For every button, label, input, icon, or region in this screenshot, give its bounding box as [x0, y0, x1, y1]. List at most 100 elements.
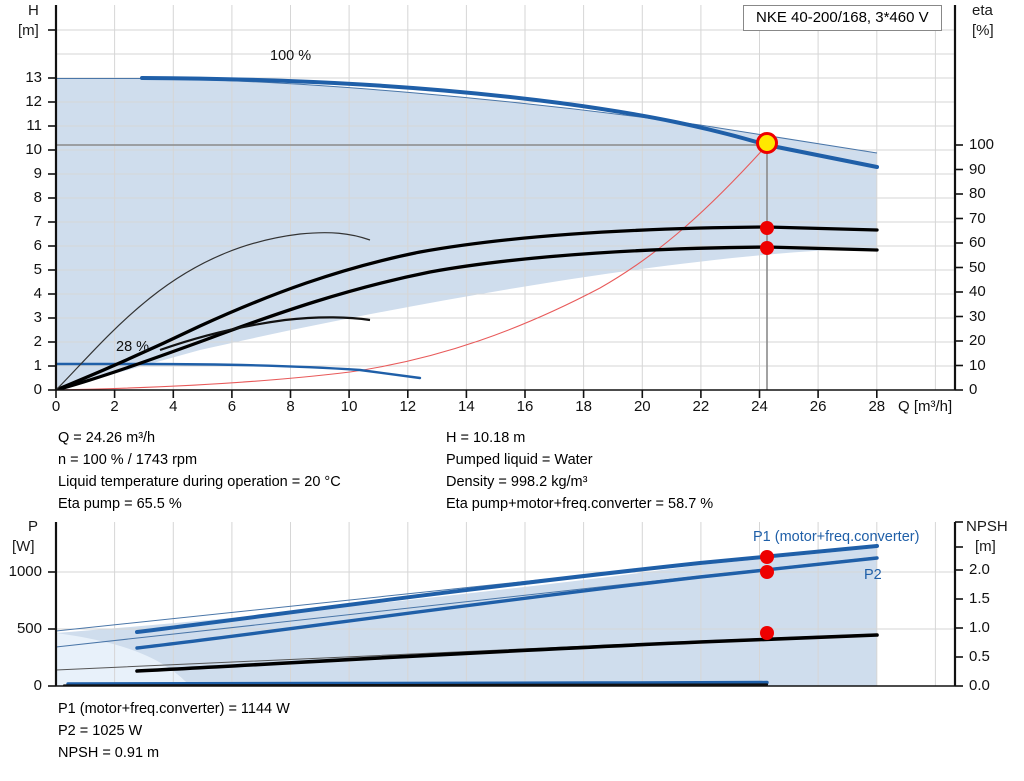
eta-total-marker	[760, 241, 774, 255]
info-n: n = 100 % / 1743 rpm	[58, 452, 198, 468]
npsh-curve-bottom	[66, 680, 769, 686]
power-envelope-light	[56, 636, 190, 686]
top-grid-horizontal	[56, 29, 955, 367]
p1-envelope-outline	[56, 544, 878, 632]
top-ytick-2: 2	[33, 333, 42, 350]
top-xtick-12: 12	[399, 398, 417, 415]
info-liquid: Pumped liquid = Water	[446, 452, 593, 468]
top-y-right-title: eta	[972, 2, 993, 19]
speed-label-100: 100 %	[270, 48, 312, 64]
top-xtick-22: 22	[692, 398, 710, 415]
bottom-y-left-title: P	[28, 518, 39, 535]
top-ytick-4: 4	[33, 285, 42, 302]
top-xtick-24: 24	[751, 398, 768, 415]
top-etatick-100: 100	[969, 136, 995, 153]
top-etatick-30: 30	[969, 308, 986, 325]
top-chart-svg	[48, 5, 963, 398]
top-etatick-60: 60	[969, 234, 986, 251]
bottom-y-right-ticks	[955, 521, 963, 687]
top-ytick-0: 0	[33, 381, 42, 398]
top-plot-content	[56, 5, 955, 390]
info-h: H = 10.18 m	[446, 430, 526, 446]
top-ytick-9: 9	[33, 165, 42, 182]
bottom-npshtick-15: 1.5	[969, 590, 990, 607]
bottom-y-left-unit: [W]	[12, 538, 35, 555]
top-y-left-unit: [m]	[18, 22, 39, 39]
info-liqtemp: Liquid temperature during operation = 20…	[58, 474, 341, 490]
info-npsh: NPSH = 0.91 m	[58, 745, 160, 761]
eta-pump-marker	[760, 221, 774, 235]
top-ytick-13: 13	[25, 69, 42, 86]
bottom-npshtick-20: 2.0	[969, 561, 990, 578]
top-xtick-4: 4	[169, 398, 178, 415]
p1-curve	[135, 544, 879, 634]
bottom-npshtick-05: 0.5	[969, 648, 990, 665]
top-etatick-90: 90	[969, 161, 986, 178]
p2-min-envelope-outline	[56, 633, 878, 671]
top-xtick-26: 26	[809, 398, 827, 415]
top-x-ticks	[55, 390, 878, 398]
info-p1: P1 (motor+freq.converter) = 1144 W	[58, 701, 290, 717]
top-xtick-18: 18	[575, 398, 592, 415]
bottom-ptick-1000: 1000	[8, 563, 42, 580]
p2-envelope-outline	[56, 556, 878, 648]
top-ytick-3: 3	[33, 309, 42, 326]
head-curve-100	[140, 76, 879, 169]
eta-pump-curve	[56, 225, 879, 390]
top-xtick-16: 16	[516, 398, 534, 415]
npsh-curve-bottom-dark	[62, 683, 769, 686]
bottom-npshtick-10: 1.0	[969, 619, 990, 636]
top-etatick-20: 20	[969, 332, 986, 349]
top-ytick-12: 12	[25, 93, 42, 110]
top-ytick-8: 8	[33, 189, 42, 206]
top-ytick-1: 1	[33, 357, 42, 374]
p2-curve-label: P2	[864, 567, 882, 583]
top-ytick-5: 5	[33, 261, 42, 278]
bottom-y-left-ticks	[48, 571, 56, 687]
info-p2: P2 = 1025 W	[58, 723, 143, 739]
top-xtick-8: 8	[286, 398, 295, 415]
p1-curve-label: P1 (motor+freq.converter)	[753, 529, 920, 545]
top-etatick-50: 50	[969, 259, 986, 276]
npsh-curve-top	[56, 144, 768, 390]
bottom-ptick-500: 500	[16, 620, 42, 637]
p2-curve	[135, 556, 879, 650]
top-etatick-80: 80	[969, 185, 986, 202]
top-xtick-20: 20	[633, 398, 651, 415]
duty-point-marker[interactable]	[756, 132, 778, 154]
top-y-right-unit: [%]	[972, 22, 994, 39]
bottom-ptick-0: 0	[33, 677, 42, 694]
top-y-right-ticks	[955, 144, 963, 391]
top-ytick-7: 7	[33, 213, 42, 230]
info-etapump: Eta pump = 65.5 %	[58, 496, 182, 512]
npsh-marker	[760, 626, 774, 640]
eta-partial-curve	[159, 316, 371, 352]
bottom-npshtick-00: 0.0	[969, 677, 990, 694]
top-ytick-10: 10	[25, 141, 42, 158]
top-etatick-40: 40	[969, 283, 986, 300]
power-envelope-main	[56, 548, 877, 686]
bottom-plot-content	[56, 522, 955, 686]
bottom-y-right-unit: [m]	[975, 538, 996, 555]
info-density: Density = 998.2 kg/m³	[446, 474, 588, 490]
top-etatick-10: 10	[969, 357, 986, 374]
top-y-left-title: H	[28, 2, 39, 19]
p1-marker	[760, 550, 774, 564]
bottom-y-right-title: NPSH	[966, 518, 1008, 535]
power-envelope-light2	[56, 633, 190, 686]
speed-label-28: 28 %	[116, 339, 150, 355]
top-xtick-2: 2	[110, 398, 119, 415]
pump-model-title: NKE 40-200/168, 3*460 V	[743, 5, 942, 31]
top-xtick-6: 6	[227, 398, 237, 415]
p2-marker	[760, 565, 774, 579]
eta-min-speed-curve	[56, 232, 371, 390]
top-etatick-0: 0	[969, 381, 978, 398]
top-xtick-14: 14	[458, 398, 475, 415]
bottom-grid-horizontal	[56, 571, 955, 630]
top-xtick-10: 10	[340, 398, 358, 415]
top-x-axis-label: Q [m³/h]	[898, 398, 953, 415]
p2-lower-curve	[135, 633, 879, 673]
top-ytick-11: 11	[26, 117, 42, 134]
bottom-plot-background	[56, 522, 955, 686]
